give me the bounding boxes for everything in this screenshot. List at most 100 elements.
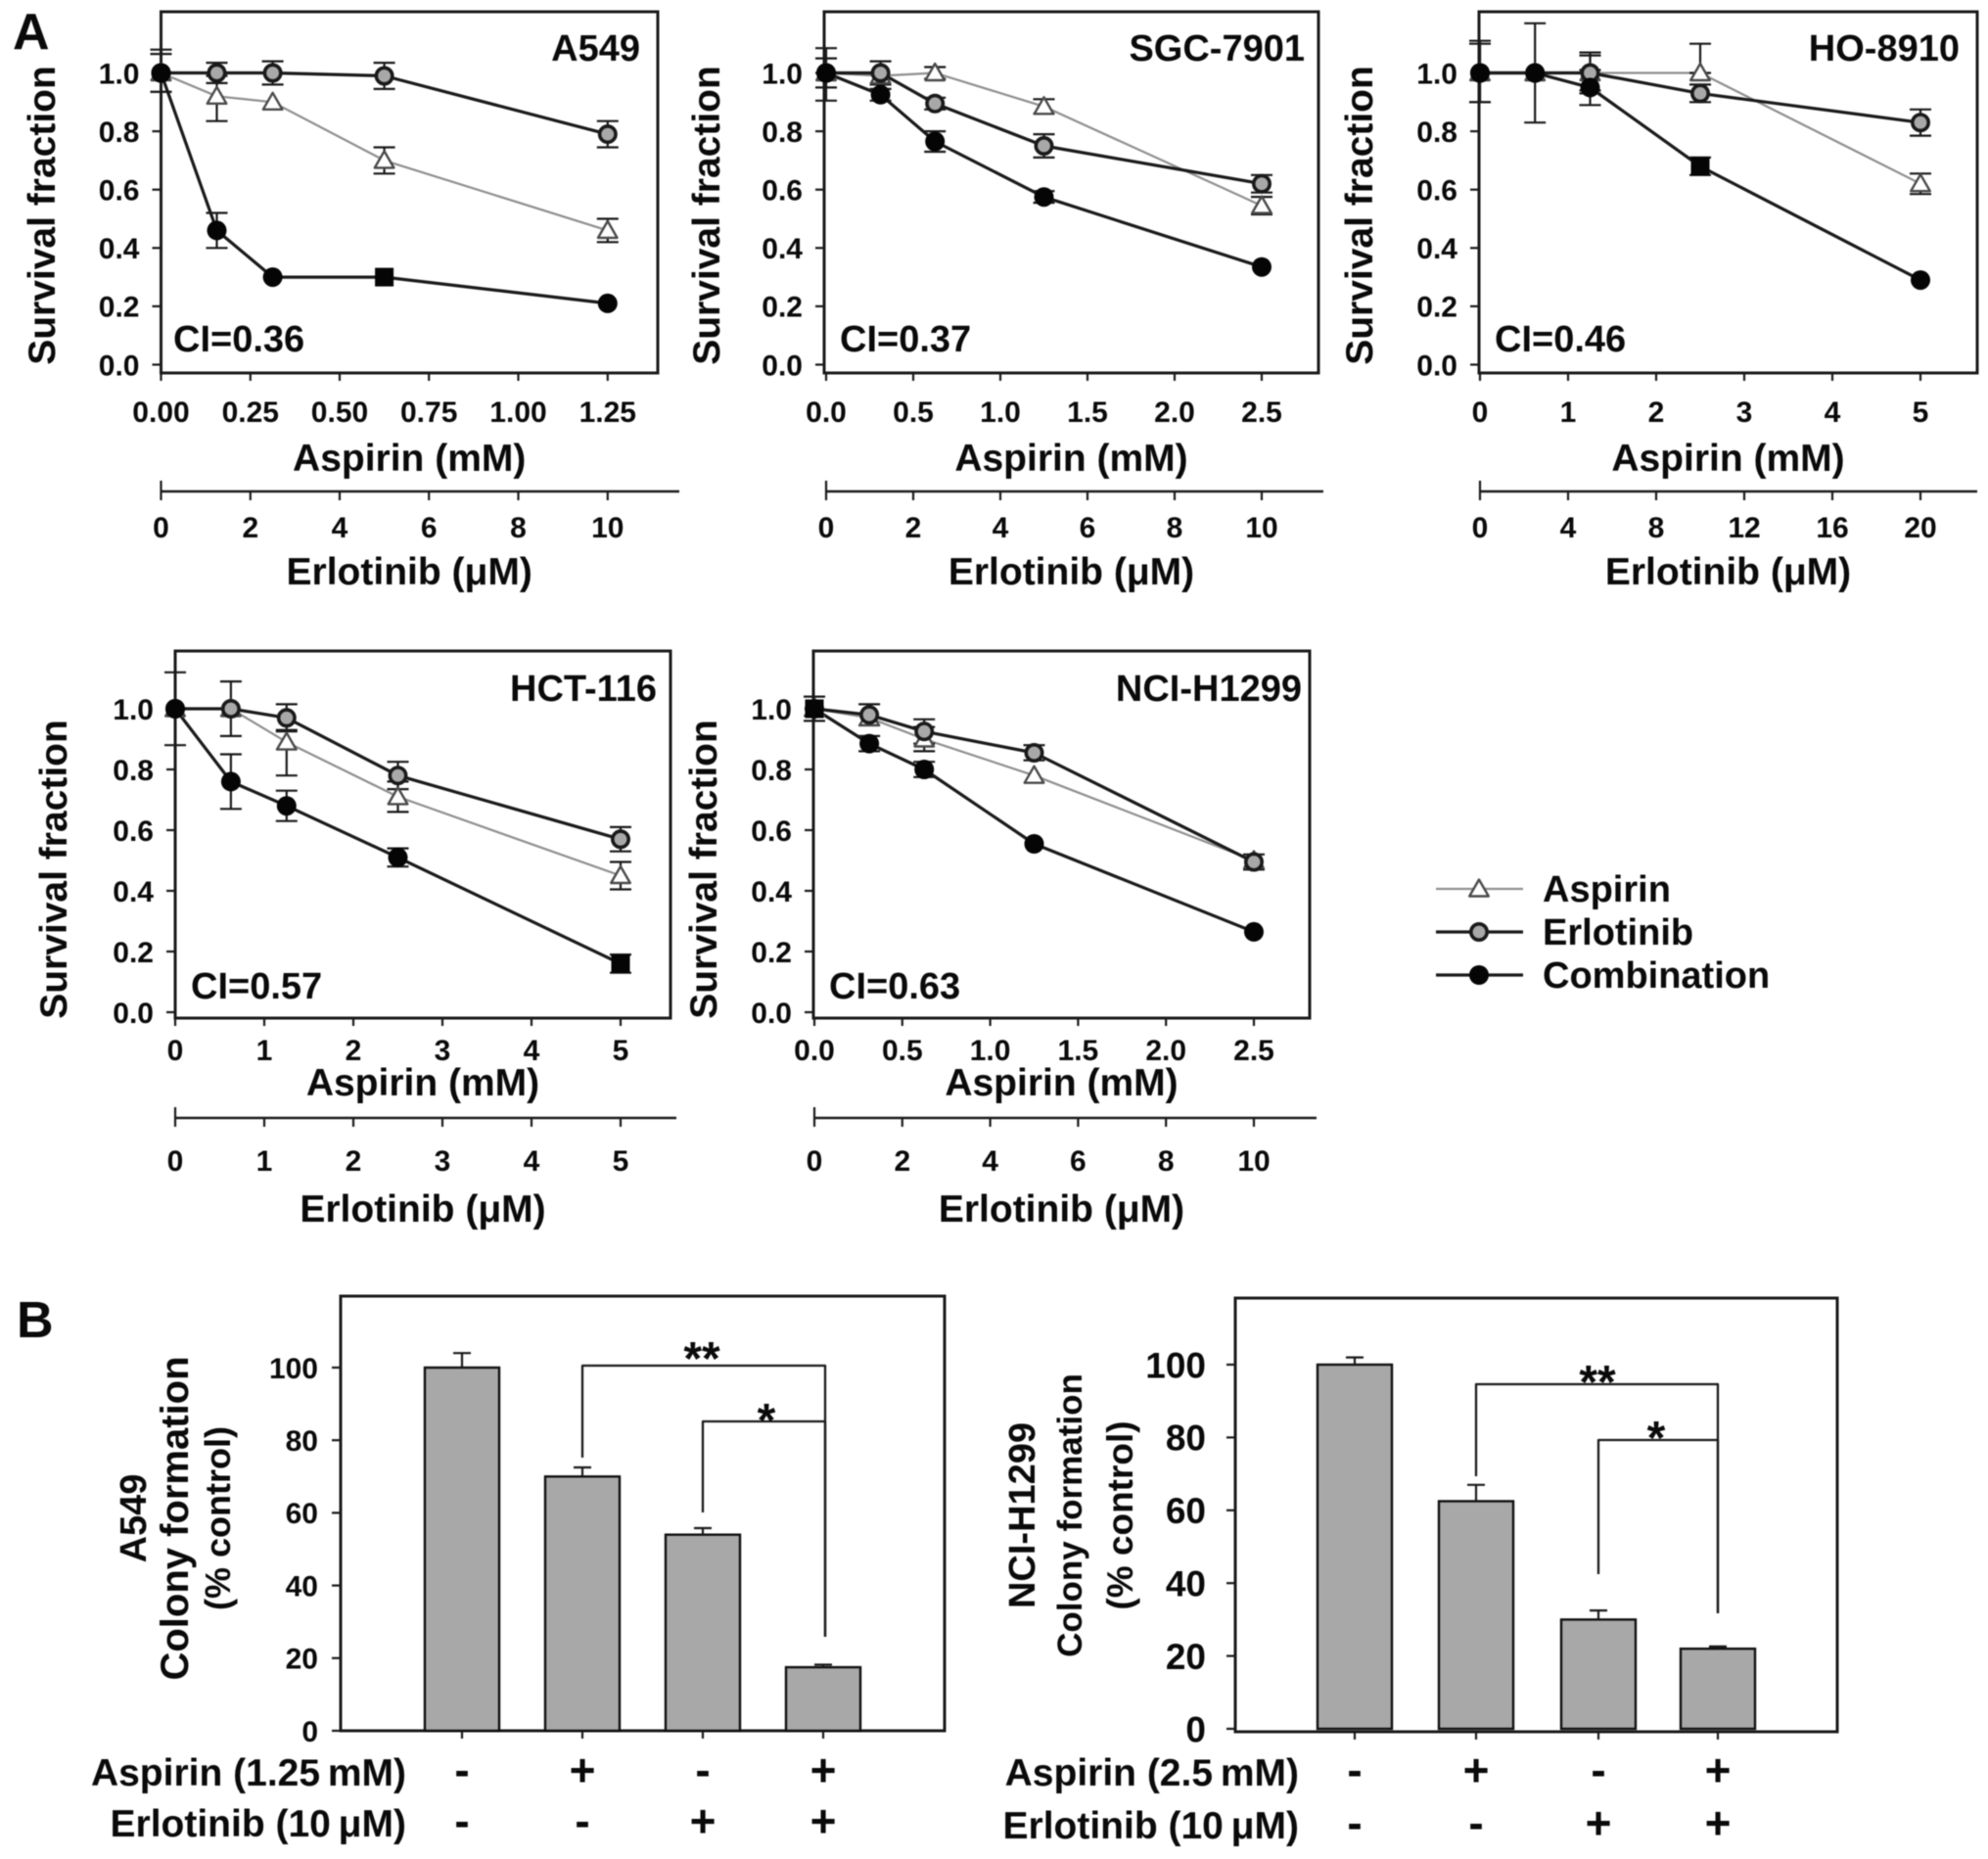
svg-text:**: ** xyxy=(1579,1357,1616,1409)
svg-text:4: 4 xyxy=(982,1145,998,1178)
svg-text:CI=0.57: CI=0.57 xyxy=(191,966,322,1007)
svg-text:Erlotinib (10 μM): Erlotinib (10 μM) xyxy=(1003,1805,1300,1847)
svg-text:1.00: 1.00 xyxy=(489,396,546,429)
svg-text:SGC-7901: SGC-7901 xyxy=(1129,28,1305,70)
svg-text:5: 5 xyxy=(613,1145,629,1178)
svg-text:1: 1 xyxy=(1560,396,1577,429)
svg-text:20: 20 xyxy=(1904,512,1936,544)
svg-text:0.2: 0.2 xyxy=(1416,292,1457,324)
svg-text:0.6: 0.6 xyxy=(1416,175,1457,208)
svg-text:1: 1 xyxy=(256,1145,273,1178)
svg-text:Aspirin (mM): Aspirin (mM) xyxy=(293,438,526,480)
svg-text:+: + xyxy=(1705,1744,1732,1795)
svg-text:4: 4 xyxy=(332,512,348,544)
svg-text:Survival fraction: Survival fraction xyxy=(33,720,75,1019)
svg-text:+: + xyxy=(1463,1744,1490,1795)
svg-text:20: 20 xyxy=(1166,1637,1206,1677)
svg-text:Aspirin (2.5 mM): Aspirin (2.5 mM) xyxy=(1005,1752,1299,1794)
svg-text:6: 6 xyxy=(1080,512,1096,544)
svg-text:1.0: 1.0 xyxy=(751,694,792,726)
svg-text:HO-8910: HO-8910 xyxy=(1809,28,1960,70)
svg-text:Survival fraction: Survival fraction xyxy=(686,66,728,365)
svg-text:4: 4 xyxy=(993,512,1009,544)
svg-text:1: 1 xyxy=(256,1035,273,1067)
svg-text:+: + xyxy=(810,1795,837,1846)
svg-text:+: + xyxy=(1586,1797,1612,1848)
svg-text:0.8: 0.8 xyxy=(762,116,803,149)
svg-text:NCI-H1299: NCI-H1299 xyxy=(1002,1422,1043,1608)
svg-text:2: 2 xyxy=(242,512,258,544)
svg-text:A549: A549 xyxy=(114,1474,155,1563)
svg-text:Aspirin (1.25 mM): Aspirin (1.25 mM) xyxy=(91,1752,406,1794)
svg-text:0.75: 0.75 xyxy=(400,396,457,429)
svg-text:0.8: 0.8 xyxy=(1416,116,1457,149)
svg-text:0: 0 xyxy=(1472,396,1489,429)
svg-text:0.2: 0.2 xyxy=(99,292,140,324)
svg-text:100: 100 xyxy=(269,1353,318,1385)
svg-text:Colony formation: Colony formation xyxy=(154,1356,197,1680)
svg-text:3: 3 xyxy=(435,1035,451,1067)
svg-text:B: B xyxy=(17,1292,54,1349)
svg-text:(% control): (% control) xyxy=(1100,1420,1140,1609)
svg-text:60: 60 xyxy=(1166,1491,1206,1531)
svg-text:0: 0 xyxy=(807,1145,823,1178)
svg-text:0.0: 0.0 xyxy=(1416,349,1457,382)
svg-text:0.0: 0.0 xyxy=(794,1035,835,1067)
svg-text:-: - xyxy=(1347,1797,1362,1848)
svg-text:-: - xyxy=(695,1744,710,1795)
svg-text:1.0: 1.0 xyxy=(762,58,803,90)
svg-text:0.6: 0.6 xyxy=(99,175,140,208)
svg-text:0.00: 0.00 xyxy=(132,396,189,429)
svg-text:1.5: 1.5 xyxy=(1058,1035,1099,1067)
svg-text:0.0: 0.0 xyxy=(113,998,154,1030)
svg-text:0: 0 xyxy=(1185,1709,1206,1749)
svg-text:4: 4 xyxy=(524,1035,540,1067)
svg-text:0: 0 xyxy=(167,1035,184,1067)
svg-text:CI=0.37: CI=0.37 xyxy=(840,319,971,360)
svg-text:0: 0 xyxy=(1472,512,1489,544)
svg-text:0.4: 0.4 xyxy=(751,876,792,908)
svg-text:1.0: 1.0 xyxy=(970,1035,1011,1067)
svg-text:-: - xyxy=(454,1744,469,1795)
svg-text:0.25: 0.25 xyxy=(222,396,279,429)
svg-text:Erlotinib (μM): Erlotinib (μM) xyxy=(287,551,532,593)
svg-text:2: 2 xyxy=(346,1145,362,1178)
svg-text:1.0: 1.0 xyxy=(99,58,140,90)
svg-text:0.5: 0.5 xyxy=(893,396,934,429)
svg-text:0: 0 xyxy=(153,512,169,544)
svg-text:0.6: 0.6 xyxy=(762,175,803,208)
svg-text:(% control): (% control) xyxy=(198,1426,238,1610)
svg-text:0.4: 0.4 xyxy=(762,233,803,265)
svg-text:16: 16 xyxy=(1816,512,1848,544)
svg-text:CI=0.63: CI=0.63 xyxy=(829,966,960,1007)
svg-text:20: 20 xyxy=(286,1644,318,1676)
svg-text:6: 6 xyxy=(421,512,438,544)
svg-text:8: 8 xyxy=(1167,512,1183,544)
svg-text:CI=0.36: CI=0.36 xyxy=(173,319,304,360)
svg-text:-: - xyxy=(1347,1744,1362,1795)
svg-text:+: + xyxy=(1705,1797,1732,1848)
svg-text:100: 100 xyxy=(1145,1345,1206,1385)
svg-text:0.4: 0.4 xyxy=(1416,233,1457,265)
svg-text:Aspirin (mM): Aspirin (mM) xyxy=(1611,438,1844,480)
svg-text:**: ** xyxy=(683,1333,720,1385)
svg-text:80: 80 xyxy=(286,1425,318,1458)
svg-text:0.0: 0.0 xyxy=(99,349,140,382)
svg-text:Erlotinib (10 μM): Erlotinib (10 μM) xyxy=(111,1803,407,1845)
svg-text:4: 4 xyxy=(1560,512,1577,544)
svg-text:80: 80 xyxy=(1166,1418,1206,1459)
svg-text:0.0: 0.0 xyxy=(762,349,803,382)
svg-text:2.5: 2.5 xyxy=(1233,1035,1274,1067)
svg-text:Erlotinib (μM): Erlotinib (μM) xyxy=(1605,551,1851,593)
svg-text:Survival fraction: Survival fraction xyxy=(22,66,64,365)
svg-text:0.6: 0.6 xyxy=(751,815,792,848)
svg-text:Erlotinib (μM): Erlotinib (μM) xyxy=(300,1188,545,1231)
svg-text:2: 2 xyxy=(905,512,922,544)
svg-text:4: 4 xyxy=(524,1145,540,1178)
svg-text:CI=0.46: CI=0.46 xyxy=(1495,319,1626,360)
svg-text:0.50: 0.50 xyxy=(311,396,368,429)
svg-text:Erlotinib (μM): Erlotinib (μM) xyxy=(948,551,1194,593)
svg-text:*: * xyxy=(758,1395,776,1447)
svg-text:2.0: 2.0 xyxy=(1154,396,1195,429)
svg-text:0.4: 0.4 xyxy=(113,876,154,908)
